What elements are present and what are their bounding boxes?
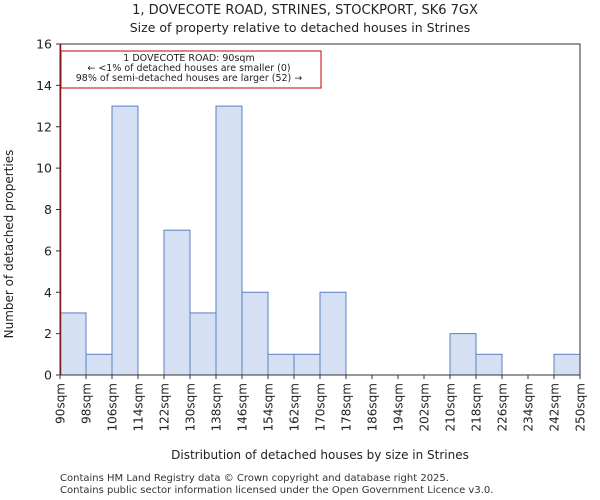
y-tick-label: 4	[44, 285, 52, 300]
y-tick-label: 8	[44, 202, 52, 217]
footer-line-1: Contains HM Land Registry data © Crown c…	[60, 473, 449, 484]
y-tick-label: 14	[36, 78, 52, 93]
y-tick-label: 2	[44, 326, 52, 341]
footer-line-2: Contains public sector information licen…	[60, 485, 494, 496]
x-tick-label: 210sqm	[444, 383, 458, 431]
x-axis: 90sqm 98sqm 106sqm 114sqm 122sqm 130sqm 138sqm…	[54, 375, 588, 431]
histogram-bar	[319, 291, 347, 376]
x-tick-label: 178sqm	[340, 383, 354, 431]
x-tick-label: 98sqm	[80, 383, 94, 424]
y-axis-label: Number of detached properties	[2, 150, 16, 339]
histogram-bar	[59, 312, 87, 376]
histogram-bar	[163, 229, 191, 376]
y-axis: 0 2 4 6 8 10 12 14 16	[36, 37, 60, 383]
x-tick-label: 90sqm	[54, 383, 68, 424]
annotation-line-3: 98% of semi-detached houses are larger (…	[76, 73, 303, 84]
histogram-bar	[215, 105, 243, 376]
x-tick-label: 130sqm	[184, 383, 198, 431]
x-tick-label: 218sqm	[470, 383, 484, 431]
histogram-bar	[449, 333, 477, 376]
x-tick-label: 162sqm	[288, 383, 302, 431]
bars	[59, 105, 581, 376]
y-tick-label: 6	[44, 243, 52, 258]
x-tick-label: 146sqm	[236, 383, 250, 431]
chart-subtitle: Size of property relative to detached ho…	[130, 20, 471, 35]
histogram-chart: 1, DOVECOTE ROAD, STRINES, STOCKPORT, SK…	[2, 3, 588, 462]
x-tick-label: 154sqm	[262, 383, 276, 431]
histogram-bar	[475, 353, 503, 376]
annotation-line-2: ← <1% of detached houses are smaller (0)	[87, 63, 290, 74]
x-axis-label: Distribution of detached houses by size …	[171, 448, 469, 462]
chart-title: 1, DOVECOTE ROAD, STRINES, STOCKPORT, SK…	[132, 3, 478, 18]
y-tick-label: 16	[36, 37, 52, 52]
y-tick-label: 12	[36, 119, 52, 134]
y-tick-label: 0	[44, 368, 52, 383]
annotation-box	[60, 50, 322, 89]
x-tick-label: 170sqm	[314, 383, 328, 431]
histogram-bar	[189, 312, 217, 376]
y-tick-label: 10	[36, 161, 52, 176]
histogram-bar	[553, 353, 581, 376]
x-tick-label: 106sqm	[106, 383, 120, 431]
histogram-bar	[85, 353, 113, 376]
x-tick-label: 138sqm	[210, 383, 224, 431]
plot-frame	[59, 43, 581, 376]
x-tick-label: 186sqm	[366, 383, 380, 431]
x-tick-label: 114sqm	[132, 383, 146, 431]
annotation-line-1: 1 DOVECOTE ROAD: 90sqm	[123, 53, 254, 64]
histogram-bar	[111, 105, 139, 376]
x-tick-label: 202sqm	[418, 383, 432, 431]
x-tick-label: 242sqm	[548, 383, 562, 431]
x-tick-label: 226sqm	[496, 383, 510, 431]
histogram-bar	[241, 291, 269, 376]
histogram-bar	[293, 353, 321, 376]
x-tick-label: 194sqm	[392, 383, 406, 431]
x-tick-label: 234sqm	[522, 383, 536, 431]
x-tick-label: 122sqm	[158, 383, 172, 431]
marker-annotation: 1 DOVECOTE ROAD: 90sqm ← <1% of detached…	[60, 50, 322, 89]
x-tick-label: 250sqm	[574, 383, 588, 431]
histogram-bar	[267, 353, 295, 376]
